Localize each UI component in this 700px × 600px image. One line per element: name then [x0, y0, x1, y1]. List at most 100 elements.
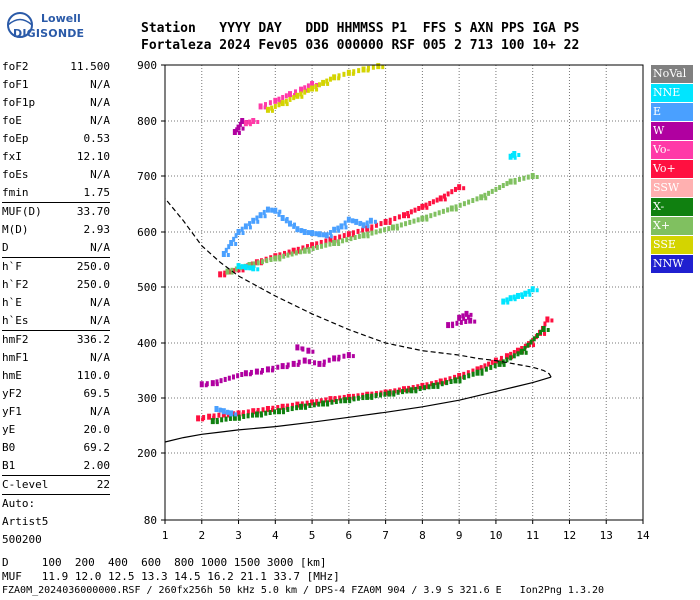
echo-point	[541, 326, 546, 332]
echo-point	[346, 216, 351, 223]
echo-point	[454, 207, 458, 212]
echo-point	[361, 227, 365, 233]
echo-point	[428, 200, 432, 206]
echo-point	[324, 242, 328, 248]
echo-point	[256, 120, 260, 124]
echo-point	[506, 300, 510, 305]
station-header: Station YYYY DAY DDD HHMMSS P1 FFS S AXN…	[141, 20, 579, 54]
echo-point	[402, 212, 406, 219]
echo-point	[236, 373, 240, 379]
echo-point	[217, 412, 221, 418]
echo-point	[351, 354, 355, 359]
param-value: N/A	[90, 168, 110, 181]
param-label: B1	[2, 459, 16, 472]
echo-point	[352, 69, 356, 75]
echo-point	[265, 258, 269, 264]
echo-point	[284, 218, 288, 224]
plot-frame	[164, 64, 644, 521]
y-tick-label: 500	[137, 281, 157, 294]
echo-point	[202, 415, 206, 421]
param-label: foF1p	[2, 96, 36, 109]
echo-point	[501, 183, 505, 189]
logo-text-digisonde: DIGISONDE	[13, 27, 85, 40]
legend-entry: NNW	[651, 255, 693, 273]
echo-point	[215, 417, 219, 423]
echo-point	[449, 379, 453, 384]
echo-point	[313, 360, 317, 366]
echo-point	[471, 197, 475, 203]
x-tick-label: 2	[198, 529, 205, 542]
echo-point	[399, 222, 403, 228]
echo-point	[234, 412, 238, 417]
x-tick-label: 12	[563, 529, 576, 542]
param-separator	[2, 330, 110, 331]
echo-point	[278, 209, 282, 214]
echo-point	[256, 219, 260, 224]
echo-point	[297, 359, 301, 365]
header-labels: Station YYYY DAY DDD HHMMSS P1 FFS S AXN…	[141, 21, 580, 36]
echo-point	[231, 374, 235, 380]
echo-point	[442, 193, 446, 199]
param-row: C-level 22	[2, 476, 110, 494]
echo-point	[205, 381, 209, 387]
param-row: foEs N/A	[2, 166, 110, 184]
logo-ring-icon	[7, 12, 33, 38]
echo-point	[321, 232, 325, 238]
echo-point	[303, 89, 307, 95]
echo-point	[357, 68, 361, 74]
param-label: foE	[2, 114, 22, 127]
echo-point	[408, 219, 412, 225]
echo-point	[425, 214, 429, 220]
param-value: 2.93	[83, 223, 111, 236]
echo-point	[480, 371, 484, 376]
echo-point	[446, 191, 450, 197]
echo-point	[388, 217, 392, 223]
param-label: yE	[2, 423, 16, 436]
echo-point	[416, 217, 420, 223]
echo-point	[479, 365, 483, 371]
param-row: fxI 12.10	[2, 148, 110, 166]
echo-point	[351, 218, 355, 224]
x-tick-label: 11	[526, 529, 539, 542]
echo-point	[407, 214, 410, 219]
param-label: h`F	[2, 260, 22, 273]
header-values: Fortaleza 2024 Fev05 036 000000 RSF 005 …	[141, 38, 580, 53]
echo-point	[489, 364, 493, 370]
echo-point	[260, 259, 264, 265]
echo-point	[228, 415, 232, 421]
echo-point	[449, 205, 454, 212]
param-row: yF1 N/A	[2, 403, 110, 421]
echo-point	[490, 188, 494, 194]
param-value: 12.10	[76, 150, 110, 163]
param-row: yF2 69.5	[2, 385, 110, 403]
echo-point	[271, 405, 275, 411]
echo-point	[383, 391, 387, 397]
echo-point	[499, 355, 503, 361]
param-row: h`E N/A	[2, 294, 110, 312]
param-row: B1 2.00	[2, 457, 110, 475]
scaled-parameters-panel: foF2 11.500 foF1 N/A foF1p N/A foE N/A foEp 0.53 f…	[2, 58, 110, 549]
echo-point	[322, 359, 326, 365]
echo-point	[315, 399, 319, 405]
echo-point	[295, 401, 300, 408]
echo-point	[278, 254, 282, 260]
echo-point	[229, 410, 234, 417]
echo-point	[535, 333, 539, 339]
echo-point	[294, 89, 298, 95]
y-tick-label: 200	[137, 447, 157, 460]
echo-point	[532, 343, 536, 348]
echo-point	[539, 329, 543, 335]
echo-point	[332, 240, 337, 246]
echo-point	[434, 380, 438, 386]
echo-point	[240, 226, 244, 232]
echo-point	[483, 363, 487, 369]
echo-point	[424, 202, 428, 208]
echo-point	[373, 219, 377, 224]
param-row: fmin 1.75	[2, 184, 110, 202]
echo-point	[310, 230, 315, 237]
echo-point	[479, 194, 484, 201]
param-value: N/A	[90, 314, 110, 327]
echo-point	[315, 244, 319, 250]
echo-point	[332, 226, 337, 233]
echo-point	[418, 386, 422, 392]
